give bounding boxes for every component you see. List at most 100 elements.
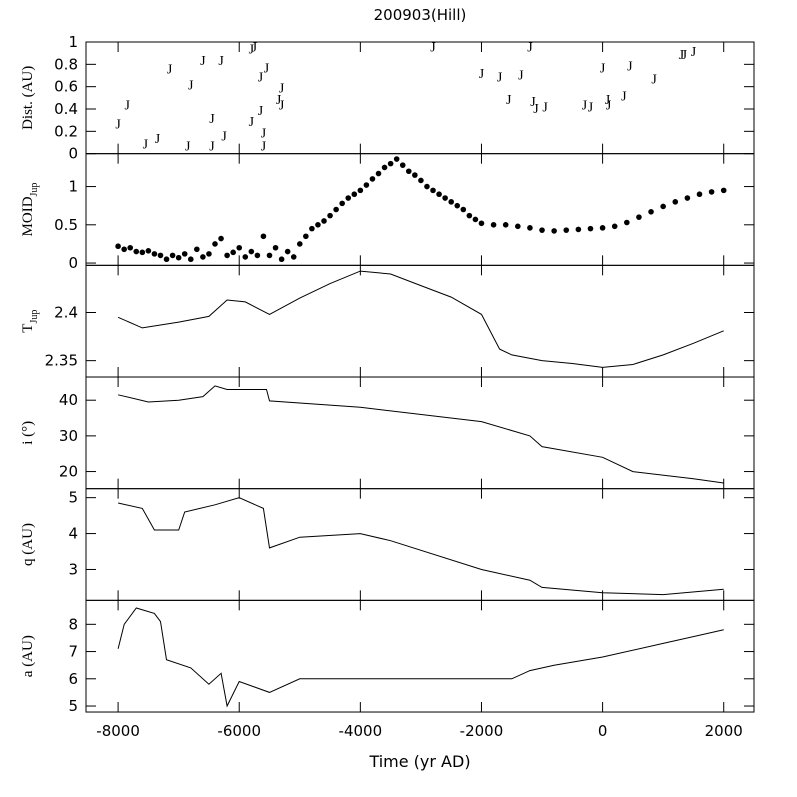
moid-dot <box>139 249 146 256</box>
j-marker: J <box>188 78 194 93</box>
j-marker: J <box>600 62 606 77</box>
j-marker: J <box>249 43 255 58</box>
moid-dot <box>266 252 273 259</box>
y-tick-label: 0 <box>68 254 78 272</box>
moid-dot <box>242 254 249 260</box>
j-marker: J <box>621 89 627 104</box>
moid-dot <box>236 244 243 251</box>
moid-dot <box>351 191 358 198</box>
moid-dot <box>115 243 121 250</box>
x-tick-label: -2000 <box>460 722 504 740</box>
y-tick-label: 8 <box>68 615 78 633</box>
moid-dot <box>315 222 321 228</box>
moid-dot <box>230 249 236 256</box>
moid-dot <box>672 199 679 205</box>
y-tick-label: 5 <box>68 697 78 715</box>
moid-dot <box>175 254 182 261</box>
j-marker: J <box>651 73 657 88</box>
y-axis-label: Dist. (AU) <box>20 66 36 130</box>
moid-dot <box>218 235 224 242</box>
j-marker: J <box>606 98 612 113</box>
x-tick-label: 2000 <box>705 722 743 740</box>
moid-dot <box>212 241 218 247</box>
y-tick-label: 20 <box>59 463 78 481</box>
moid-dot <box>145 248 152 254</box>
y-tick-label: 2.4 <box>54 304 78 322</box>
moid-dot <box>272 244 279 251</box>
y-axis-label-sub: Jup <box>29 183 40 197</box>
moid-dot <box>121 246 127 253</box>
moid-dot <box>296 241 303 247</box>
y-tick-label: 0.2 <box>54 122 78 140</box>
j-marker: J <box>258 104 264 119</box>
y-tick-label: 0.5 <box>54 216 78 234</box>
moid-dot <box>563 227 570 233</box>
moid-dot <box>345 195 352 201</box>
y-axis-label: MOIDJup <box>20 183 40 237</box>
j-marker: J <box>252 40 258 55</box>
moid-dot <box>157 252 164 259</box>
series-line <box>117 497 724 596</box>
panel-frame <box>85 153 755 266</box>
y-axis-label-main: T <box>20 324 36 333</box>
y-tick-label: 30 <box>59 427 78 445</box>
moid-dot <box>363 182 370 188</box>
moid-dot <box>187 256 194 263</box>
moid-dot <box>169 252 176 259</box>
y-tick-label: 0 <box>68 145 78 163</box>
y-axis-label-sub: Jup <box>29 310 40 324</box>
y-tick-label: 0.8 <box>54 55 78 73</box>
y-axis-label: i (°) <box>20 421 36 445</box>
moid-dot <box>430 187 436 194</box>
y-tick-label: 3 <box>68 560 78 578</box>
x-tick-label: -8000 <box>96 722 140 740</box>
moid-dot <box>181 251 188 257</box>
moid-dot <box>309 225 315 232</box>
j-marker: J <box>605 93 611 108</box>
panel-frame <box>85 488 755 601</box>
moid-dot <box>696 191 703 198</box>
j-marker: J <box>430 40 436 55</box>
moid-dot <box>587 225 594 232</box>
y-axis-label: TJup <box>20 310 40 333</box>
j-marker: J <box>258 71 264 86</box>
j-marker: J <box>691 45 697 60</box>
panel-frame <box>85 376 755 490</box>
moid-dot <box>381 164 388 171</box>
j-marker: J <box>533 102 539 117</box>
moid-dot <box>357 187 364 194</box>
moid-dot <box>387 160 394 167</box>
j-marker: J <box>218 54 224 69</box>
j-marker: J <box>143 138 149 153</box>
moid-dot <box>194 246 200 253</box>
j-marker: J <box>506 93 512 108</box>
moid-dot <box>611 223 618 230</box>
moid-dot <box>424 183 430 190</box>
y-tick-label: 1 <box>68 178 78 196</box>
j-marker: J <box>527 40 533 55</box>
moid-dot <box>133 248 140 255</box>
y-tick-label: 4 <box>68 525 78 543</box>
moid-dot <box>460 206 467 213</box>
moid-dot <box>472 216 479 223</box>
moid-dot <box>278 256 285 263</box>
x-tick-label: -6000 <box>217 722 261 740</box>
moid-dot <box>327 212 333 219</box>
moid-dot <box>405 168 412 175</box>
chart-title: 200903(Hill) <box>374 6 467 24</box>
j-marker: J <box>530 95 536 110</box>
moid-dot <box>624 219 630 226</box>
moid-dot <box>151 251 158 257</box>
moid-dot <box>399 162 406 168</box>
j-marker: J <box>261 140 267 155</box>
j-marker: J <box>627 59 633 74</box>
moid-dot <box>127 244 134 251</box>
y-axis-label-main: MOID <box>20 196 36 236</box>
j-marker: J <box>497 71 503 86</box>
y-axis-label-main: i (°) <box>20 421 36 445</box>
j-marker: J <box>261 126 267 141</box>
moid-dot <box>599 225 606 231</box>
moid-dot <box>200 254 206 260</box>
panel-frame <box>85 41 755 155</box>
y-tick-label: 5 <box>68 489 78 507</box>
